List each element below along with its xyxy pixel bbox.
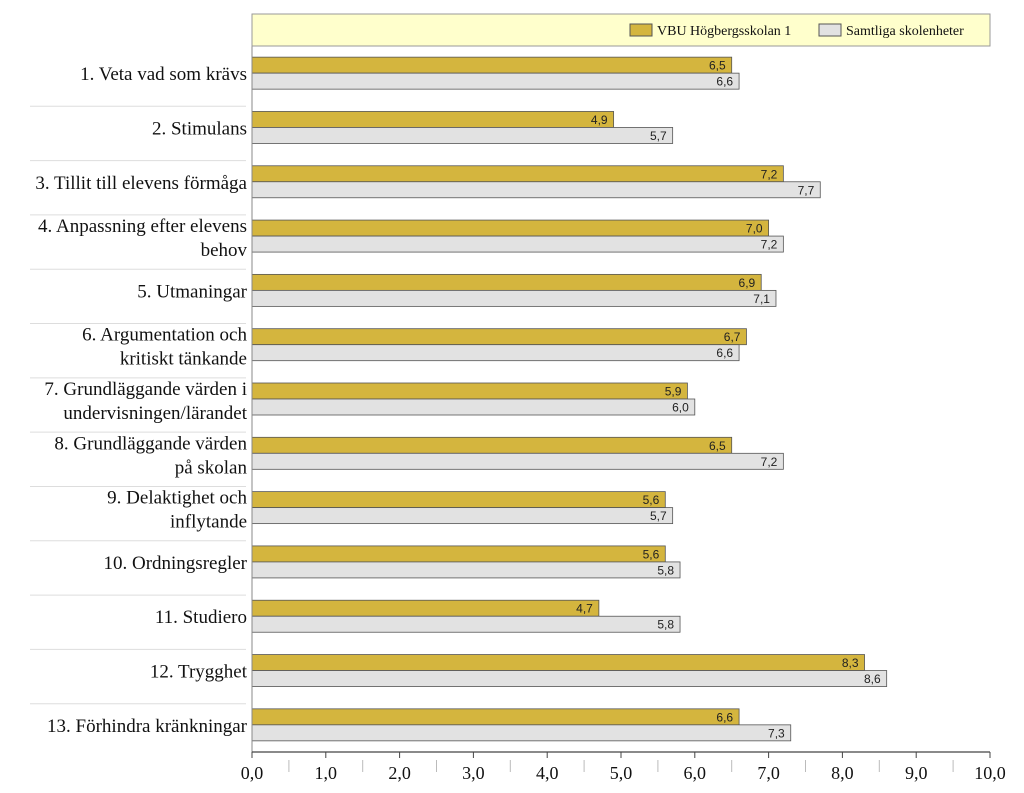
value-label-series-2: 7,2 xyxy=(761,455,778,469)
value-label-series-2: 7,3 xyxy=(768,726,785,740)
value-label-series-2: 5,8 xyxy=(657,563,674,577)
bar-series-2 xyxy=(251,235,784,253)
bar-series-1 xyxy=(251,599,600,617)
category-label-line-1: 8. Grundläggande värden xyxy=(54,433,247,454)
x-tick-label: 10,0 xyxy=(974,763,1006,783)
x-tick-label: 9,0 xyxy=(905,763,928,783)
category-label-line-1: 7. Grundläggande värden i xyxy=(44,379,247,400)
x-tick-label: 0,0 xyxy=(241,763,264,783)
value-label-series-2: 8,6 xyxy=(864,672,881,686)
bar-series-2 xyxy=(251,344,740,362)
bar-series-1 xyxy=(251,165,784,183)
bar-series-1 xyxy=(251,111,615,128)
category-label: 13. Förhindra kränkningar xyxy=(47,716,248,737)
bar-series-2 xyxy=(251,452,784,470)
legend-label-series-2: Samtliga skolenheter xyxy=(846,24,964,39)
category-label-line-1: 4. Anpassning efter elevens xyxy=(38,216,247,237)
category-label-line-2: undervisningen/lärandet xyxy=(63,403,247,424)
x-axis: 0,0 1,0 2,0 3,0 4,0 5,0 6,0 7,0 8,0 9,0 10,0 xyxy=(241,14,1006,783)
value-label-series-1: 6,5 xyxy=(709,439,726,453)
value-label-series-2: 5,7 xyxy=(650,509,667,523)
bar-series-1 xyxy=(251,219,769,237)
legend-label-series-1: VBU Högbergsskolan 1 xyxy=(657,24,791,39)
x-tick-label: 3,0 xyxy=(462,763,485,783)
value-label-series-1: 4,9 xyxy=(591,113,608,127)
category-label-line-2: inflytande xyxy=(170,512,247,533)
x-tick-label: 4,0 xyxy=(536,763,559,783)
legend-background xyxy=(251,13,991,47)
value-label-series-2: 6,6 xyxy=(716,75,733,89)
category-labels: 1. Veta vad som krävs 2. Stimulans 3. Till… xyxy=(35,64,247,737)
value-label-series-1: 5,9 xyxy=(665,385,682,399)
x-tick-label: 5,0 xyxy=(610,763,633,783)
bar-series-2 xyxy=(251,127,674,144)
bar-series-2 xyxy=(251,398,696,416)
category-label-line-2: på skolan xyxy=(175,457,248,478)
x-tick-label: 6,0 xyxy=(684,763,707,783)
bar-series-2 xyxy=(251,507,674,525)
bar-series-1 xyxy=(251,382,688,400)
category-label: 11. Studiero xyxy=(155,607,247,628)
legend: VBU Högbergsskolan 1 Samtliga skolenhete… xyxy=(251,13,991,47)
value-label-series-1: 5,6 xyxy=(643,547,660,561)
bar-series-1 xyxy=(251,273,762,291)
value-label-series-1: 7,0 xyxy=(746,222,763,236)
bar-series-2 xyxy=(251,670,888,687)
legend-swatch-series-2 xyxy=(818,23,842,37)
bar-series-2 xyxy=(251,181,821,199)
value-label-series-2: 6,6 xyxy=(716,346,733,360)
category-label: 12. Trygghet xyxy=(150,662,248,683)
bar-series-2 xyxy=(251,289,777,307)
value-label-series-1: 6,5 xyxy=(709,59,726,73)
value-label-series-1: 4,7 xyxy=(576,602,593,616)
category-separators xyxy=(30,105,246,705)
category-label: 3. Tillit till elevens förmåga xyxy=(35,173,247,194)
x-tick-label: 2,0 xyxy=(388,763,411,783)
category-label: 1. Veta vad som krävs xyxy=(80,64,247,85)
category-label: 10. Ordningsregler xyxy=(103,553,247,574)
bar-series-2 xyxy=(251,72,740,90)
value-label-series-1: 7,2 xyxy=(761,167,778,181)
bars: 6,5 6,6 4,9 5,7 7,2 7,7 7,0 7,2 6,9 7,1 6,7 6,6 5,9 6… xyxy=(251,56,888,742)
value-label-series-1: 6,9 xyxy=(739,276,756,290)
bar-series-1 xyxy=(251,328,747,346)
bar-series-2 xyxy=(251,561,681,579)
legend-swatch-series-1 xyxy=(629,23,653,37)
bar-series-1 xyxy=(251,436,733,454)
bar-series-2 xyxy=(251,615,681,633)
bar-series-1 xyxy=(251,56,733,74)
value-label-series-2: 7,1 xyxy=(753,292,770,306)
value-label-series-2: 5,7 xyxy=(650,129,667,143)
category-label-line-2: kritiskt tänkande xyxy=(120,349,247,370)
x-tick-label: 7,0 xyxy=(757,763,780,783)
bar-series-1 xyxy=(251,545,666,563)
bar-series-1 xyxy=(251,654,865,671)
category-label-line-2: behov xyxy=(201,240,248,261)
value-label-series-2: 5,8 xyxy=(657,618,674,632)
value-label-series-2: 7,7 xyxy=(798,183,815,197)
value-label-series-2: 7,2 xyxy=(761,238,778,252)
category-label: 5. Utmaningar xyxy=(137,281,247,302)
category-label-line-1: 6. Argumentation och xyxy=(82,325,247,346)
x-tick-label: 8,0 xyxy=(831,763,854,783)
value-label-series-1: 6,6 xyxy=(716,710,733,724)
bar-series-1 xyxy=(251,491,666,509)
category-label: 2. Stimulans xyxy=(152,118,247,139)
value-label-series-1: 5,6 xyxy=(643,493,660,507)
value-label-series-1: 6,7 xyxy=(724,330,741,344)
value-label-series-1: 8,3 xyxy=(842,656,859,670)
bar-series-2 xyxy=(251,724,792,742)
x-tick-label: 1,0 xyxy=(315,763,338,783)
bar-series-1 xyxy=(251,708,740,726)
value-label-series-2: 6,0 xyxy=(672,401,689,415)
category-label-line-1: 9. Delaktighet och xyxy=(107,488,247,509)
